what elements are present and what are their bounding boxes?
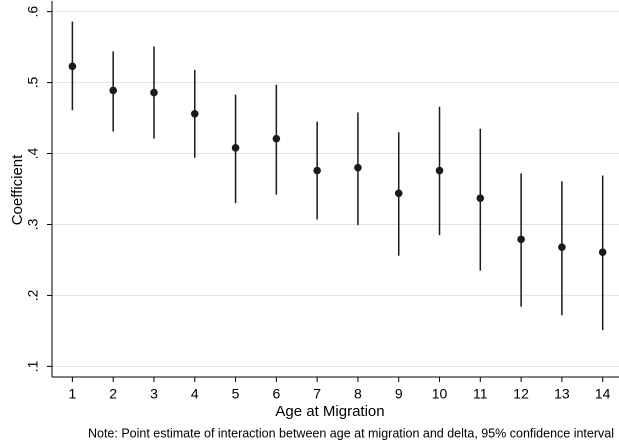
x-tick-label: 10 [432, 386, 448, 402]
point-estimate [109, 86, 117, 95]
x-tick-label: 9 [395, 386, 403, 402]
point-estimate [68, 62, 77, 71]
y-tick-label: .2 [25, 289, 41, 301]
x-tick-label: 3 [150, 386, 158, 402]
x-axis-label: Age at Migration [275, 403, 384, 420]
y-tick-label: .5 [25, 77, 41, 89]
y-tick-label: .3 [25, 218, 41, 230]
y-tick-label: .6 [25, 6, 41, 18]
x-tick-label: 1 [68, 386, 76, 402]
x-tick-label: 14 [595, 386, 611, 402]
point-estimate [517, 235, 525, 244]
x-tick-label: 7 [313, 386, 321, 402]
point-estimate [231, 144, 240, 152]
x-tick-label: 11 [473, 386, 488, 402]
point-estimate [476, 194, 485, 203]
point-estimate [354, 163, 362, 172]
point-estimate [558, 243, 566, 251]
point-estimate [394, 189, 403, 198]
point-estimate [190, 110, 199, 118]
point-estimate [435, 166, 444, 175]
x-tick-label: 12 [513, 386, 529, 402]
point-estimate [598, 248, 607, 256]
y-axis-label: Coefficient [9, 154, 26, 225]
point-estimate [272, 134, 281, 143]
x-tick-label: 8 [354, 386, 362, 402]
x-tick-label: 4 [191, 386, 199, 402]
x-tick-label: 5 [232, 386, 240, 402]
y-tick-label: .1 [25, 360, 41, 372]
x-tick-label: 2 [109, 386, 117, 402]
x-tick-label: 6 [272, 386, 280, 402]
x-tick-label: 13 [554, 386, 570, 402]
y-tick-label: .4 [25, 147, 41, 159]
note: Note: Point estimate of interaction betw… [88, 426, 614, 440]
point-estimate [313, 166, 321, 175]
point-estimate [150, 88, 158, 97]
